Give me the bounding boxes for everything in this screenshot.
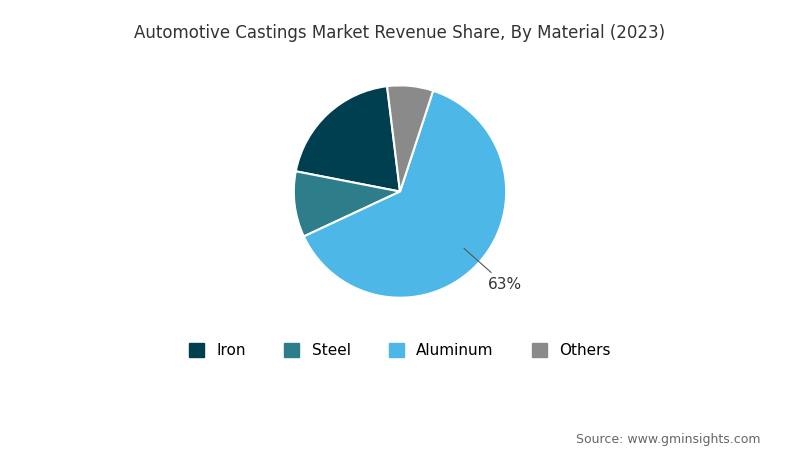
Text: 63%: 63% [464,248,522,292]
Wedge shape [387,86,433,192]
Legend: Iron, Steel, Aluminum, Others: Iron, Steel, Aluminum, Others [183,337,617,365]
Wedge shape [304,91,506,298]
Text: Source: www.gminsights.com: Source: www.gminsights.com [575,432,760,446]
Title: Automotive Castings Market Revenue Share, By Material (2023): Automotive Castings Market Revenue Share… [134,24,666,42]
Wedge shape [296,86,400,192]
Wedge shape [294,171,400,236]
